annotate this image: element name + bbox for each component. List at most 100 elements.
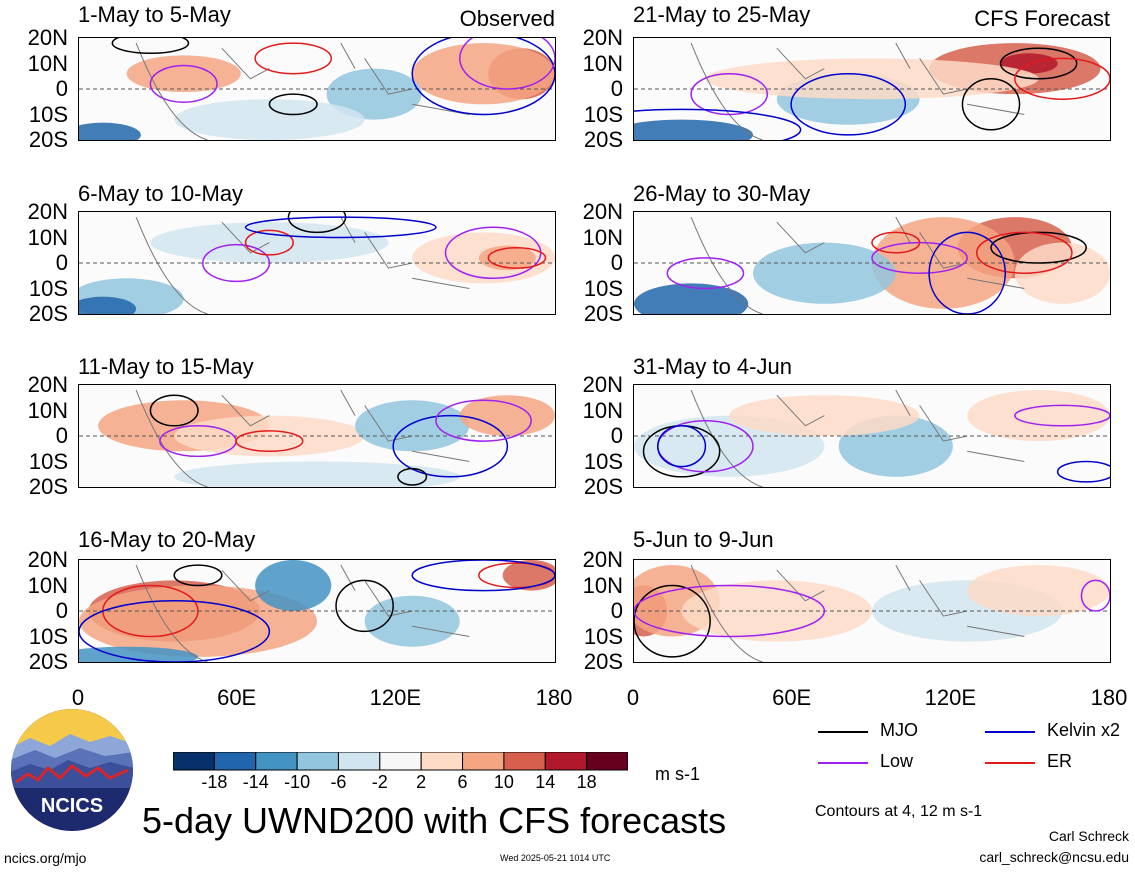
colorbar-swatch [255,752,298,771]
lat-tick-label: 10S [583,275,623,301]
contour-line [961,78,1021,131]
contour-line [666,257,745,290]
map-field [79,38,555,140]
contour-line [149,64,218,104]
lon-tick-label: 0 [71,685,85,710]
lat-tick-label: 10S [28,623,68,649]
contour-line [149,394,199,427]
anomaly-shading [150,222,389,263]
colorbar-tick-label: -6 [330,772,347,792]
contour-line [173,564,223,587]
legend-label: Low [880,751,914,771]
contour-line [634,584,711,658]
anomaly-shading [967,565,1110,617]
contour-line [254,42,333,75]
contour-line [1080,579,1110,612]
lat-tick-label: 20S [28,127,68,152]
panel-title: 11-May to 15-May [78,354,254,379]
contour-line [690,72,769,116]
legend-label: ER [1047,751,1073,771]
legend-label: MJO [880,720,918,740]
anomaly-shading [355,400,470,452]
coastline [135,564,470,662]
lat-tick-label: 20S [583,474,623,499]
anomaly-map [78,384,556,488]
contour-line [1056,460,1110,483]
anomaly-shading [174,461,460,487]
lat-tick-label: 0 [55,423,68,448]
colorbar-tick-label: 2 [416,772,427,792]
legend-swatch [985,762,1035,764]
lat-tick-label: 10N [582,572,623,598]
panel-title: 31-May to 4-Jun [633,354,792,379]
lat-tick-label: 0 [55,598,68,623]
map-field [79,212,555,314]
lon-tick-label: 120E [924,685,977,710]
coastline [135,42,470,140]
lat-tick-label: 20N [582,372,623,397]
coastline [690,564,1025,662]
author-name: Carl Schreck [1048,828,1129,844]
colorbar-tick-label: -10 [284,772,311,792]
lat-tick-label: 10N [27,572,68,598]
anomaly-shading [364,595,460,647]
anomaly-map [633,384,1111,488]
lat-tick-label: 20N [27,199,68,224]
colorbar-tick-label: -14 [242,772,269,792]
lat-tick-label: 20N [582,199,623,224]
contour-line [790,72,907,136]
panel-title: 5-Jun to 9-Jun [633,527,774,552]
anomaly-map [78,37,556,141]
contour-line [111,38,190,55]
anomaly-shading [79,296,137,314]
anomaly-shading [255,560,332,611]
panel-title: 16-May to 20-May [78,527,256,552]
colorbar-swatch [586,752,628,771]
svg-text:NCICS: NCICS [41,795,103,817]
contour-line [235,430,304,453]
contour-line [634,584,826,638]
anomaly-map [633,559,1111,663]
anomaly-shading [1014,242,1110,304]
contour-line [478,562,555,589]
lat-tick-label: 20N [27,547,68,572]
map-field [79,389,555,487]
legend-swatch [818,731,868,733]
contour-line [335,579,394,633]
legend-label: Kelvin x2 [1047,720,1121,740]
lat-tick-label: 20S [28,301,68,326]
lat-tick-label: 20N [27,372,68,397]
lat-tick-label: 20S [28,474,68,499]
coastline [135,216,470,314]
anomaly-shading [478,245,536,271]
colorbar-tick-label: -2 [371,772,388,792]
colorbar-swatch [544,752,588,771]
contour-line [411,38,555,116]
contour-line [657,425,707,468]
lon-tick-label: 60E [217,685,257,710]
panel-title: 26-May to 30-May [633,181,811,206]
lon-tick-label: 60E [772,685,812,710]
anomaly-map [633,37,1111,141]
contour-line [397,467,428,486]
lat-tick-label: 10N [27,224,68,250]
coastline [690,42,1025,140]
panel-title: 6-May to 10-May [78,181,244,206]
ncics-logo: NCICS [11,709,133,831]
anomaly-shading [412,43,555,105]
lat-tick-label: 20S [28,649,68,674]
coastline [690,216,1025,314]
anomaly-shading [634,119,753,140]
contour-line [244,229,294,256]
site-link[interactable]: ncics.org/mjo [4,850,87,866]
lat-tick-label: 10S [583,101,623,127]
lat-tick-label: 20N [582,547,623,572]
anomaly-shading [126,55,241,93]
lat-tick-label: 10S [28,101,68,127]
colorbar-units: m s-1 [655,764,700,784]
anomaly-shading [753,242,896,304]
contour-line [411,560,555,592]
lon-tick-label: 0 [626,685,640,710]
contour-line [392,414,509,478]
panel-tag: CFS Forecast [974,6,1110,31]
